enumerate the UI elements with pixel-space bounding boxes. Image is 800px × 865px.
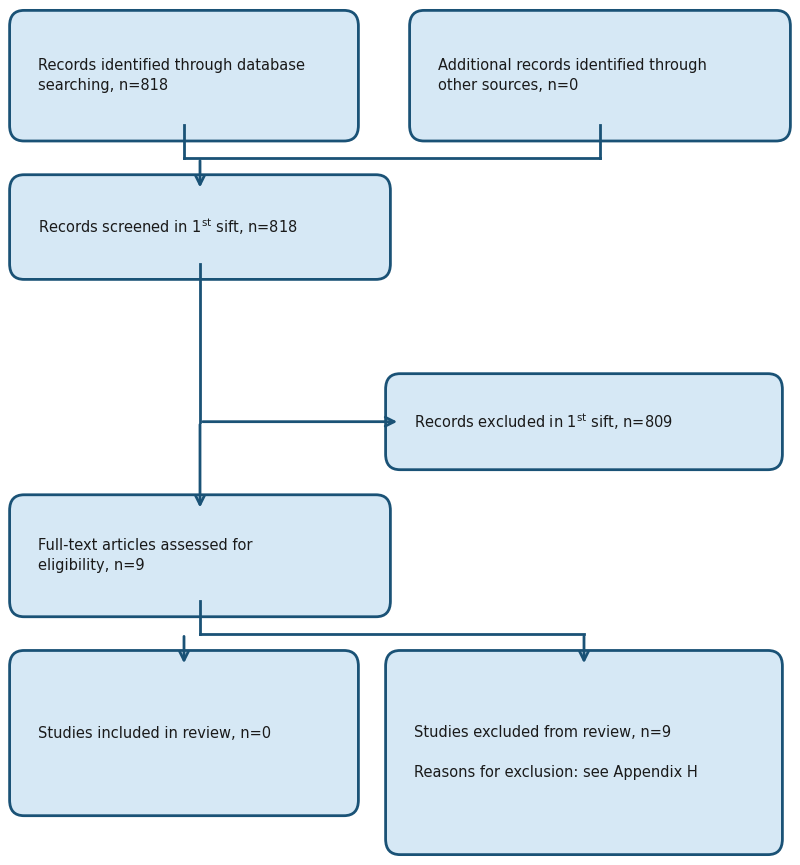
- FancyBboxPatch shape: [410, 10, 790, 141]
- Text: Studies excluded from review, n=9

Reasons for exclusion: see Appendix H: Studies excluded from review, n=9 Reason…: [414, 725, 698, 780]
- FancyBboxPatch shape: [10, 495, 390, 617]
- Text: Studies included in review, n=0: Studies included in review, n=0: [38, 726, 271, 740]
- Text: Records identified through database
searching, n=818: Records identified through database sear…: [38, 58, 306, 93]
- Text: Full-text articles assessed for
eligibility, n=9: Full-text articles assessed for eligibil…: [38, 538, 253, 573]
- FancyBboxPatch shape: [10, 10, 358, 141]
- FancyBboxPatch shape: [10, 175, 390, 279]
- Text: Additional records identified through
other sources, n=0: Additional records identified through ot…: [438, 58, 707, 93]
- FancyBboxPatch shape: [386, 650, 782, 855]
- FancyBboxPatch shape: [386, 374, 782, 470]
- Text: Records excluded in 1$^{\rm st}$ sift, n=809: Records excluded in 1$^{\rm st}$ sift, n…: [414, 412, 674, 432]
- Text: Records screened in 1$^{\rm st}$ sift, n=818: Records screened in 1$^{\rm st}$ sift, n…: [38, 217, 298, 237]
- FancyBboxPatch shape: [10, 650, 358, 816]
